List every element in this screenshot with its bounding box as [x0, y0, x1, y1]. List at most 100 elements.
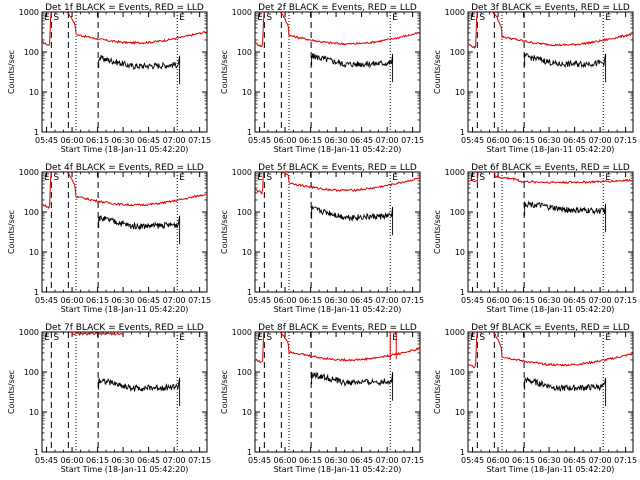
plot-frame — [467, 331, 634, 453]
x-tick-label: 07:00 — [376, 456, 399, 465]
event-marker-label: E — [605, 173, 611, 183]
y-tick-label: 100 — [450, 208, 465, 217]
detector-panel-1: Det 1f BLACK = Events, RED = LLD 1 10 100 10… — [7, 3, 211, 154]
x-tick-label: 05:45 — [461, 296, 484, 305]
y-tick-label: 1000 — [19, 8, 39, 17]
x-axis-label: Start Time (18-Jan-11 05:42:20) — [274, 465, 402, 474]
plot-frame — [41, 171, 208, 293]
x-tick-label: 05:45 — [248, 456, 271, 465]
y-tick-label: 1 — [460, 288, 465, 297]
plot-frame — [41, 331, 208, 453]
y-tick-label: 10 — [242, 248, 252, 257]
event-marker-label: E — [257, 173, 263, 183]
y-tick-label: 1 — [247, 448, 252, 457]
y-tick-label: 100 — [237, 368, 252, 377]
detector-panel-5: Det 5f BLACK = Events, RED = LLD 1 10 100 10… — [220, 163, 424, 314]
lld-series-line — [468, 172, 633, 185]
event-marker-label: E — [470, 333, 476, 343]
detector-panel-8: Det 8f BLACK = Events, RED = LLD 1 10 100 10… — [220, 323, 424, 474]
event-marker-label: E — [44, 333, 50, 343]
event-marker-label: E — [44, 13, 50, 23]
plot-frame — [467, 11, 634, 133]
events-series-line — [524, 52, 607, 83]
panel-title: Det 9f BLACK = Events, RED = LLD — [471, 323, 630, 333]
x-tick-label: 07:15 — [188, 296, 211, 305]
lld-series-line — [468, 332, 633, 369]
panel-title: Det 1f BLACK = Events, RED = LLD — [45, 3, 204, 13]
y-tick-label: 1000 — [232, 328, 252, 337]
event-marker-label: E — [470, 13, 476, 23]
x-axis-label: Start Time (18-Jan-11 05:42:20) — [487, 145, 615, 154]
y-axis-label: Counts/sec — [433, 50, 442, 94]
event-marker-label: E — [392, 13, 398, 23]
x-tick-label: 07:00 — [376, 296, 399, 305]
x-axis-label: Start Time (18-Jan-11 05:42:20) — [61, 305, 189, 314]
x-tick-label: 07:15 — [614, 136, 637, 145]
y-tick-label: 100 — [24, 48, 39, 57]
plot-frame — [254, 331, 421, 453]
y-axis-label: Counts/sec — [433, 210, 442, 254]
y-tick-label: 1 — [34, 448, 39, 457]
x-tick-label: 06:00 — [487, 456, 510, 465]
y-tick-label: 100 — [237, 208, 252, 217]
x-tick-label: 07:15 — [614, 456, 637, 465]
x-tick-label: 06:15 — [86, 296, 109, 305]
x-tick-label: 06:15 — [512, 296, 535, 305]
x-tick-label: 06:00 — [61, 136, 84, 145]
x-axis-label: Start Time (18-Jan-11 05:42:20) — [274, 145, 402, 154]
x-tick-label: 06:45 — [350, 296, 373, 305]
events-series-line — [311, 371, 394, 401]
x-tick-label: 06:30 — [538, 456, 561, 465]
panel-title: Det 6f BLACK = Events, RED = LLD — [471, 163, 630, 173]
y-tick-label: 1 — [34, 288, 39, 297]
x-tick-label: 06:30 — [112, 456, 135, 465]
x-tick-label: 05:45 — [35, 136, 58, 145]
y-tick-label: 100 — [450, 48, 465, 57]
x-tick-label: 06:45 — [350, 456, 373, 465]
event-marker-label: E — [392, 173, 398, 183]
x-tick-label: 05:45 — [461, 456, 484, 465]
y-axis-label: Counts/sec — [220, 50, 229, 94]
y-tick-label: 10 — [242, 88, 252, 97]
event-marker-label: E — [44, 173, 50, 183]
x-tick-label: 06:45 — [563, 296, 586, 305]
y-axis-label: Counts/sec — [220, 370, 229, 414]
events-series-line — [98, 54, 181, 85]
y-axis-label: Counts/sec — [7, 370, 16, 414]
y-axis-label: Counts/sec — [7, 210, 16, 254]
x-axis-label: Start Time (18-Jan-11 05:42:20) — [274, 305, 402, 314]
y-tick-label: 1 — [460, 448, 465, 457]
y-tick-label: 1 — [247, 288, 252, 297]
x-tick-label: 06:30 — [112, 136, 135, 145]
event-marker-label: S — [53, 13, 59, 23]
event-marker-label: S — [479, 333, 485, 343]
x-tick-label: 06:45 — [350, 136, 373, 145]
x-tick-label: 06:00 — [274, 456, 297, 465]
event-marker-label: E — [392, 333, 398, 343]
x-tick-label: 05:45 — [248, 296, 271, 305]
event-marker-label: S — [266, 13, 272, 23]
detector-panel-2: Det 2f BLACK = Events, RED = LLD 1 10 100 10… — [220, 3, 424, 154]
detector-panel-4: Det 4f BLACK = Events, RED = LLD 1 10 100 10… — [7, 163, 211, 314]
event-marker-label: E — [179, 333, 185, 343]
x-tick-label: 07:15 — [188, 456, 211, 465]
plot-frame — [254, 171, 421, 293]
lld-series-line — [255, 12, 420, 48]
event-marker-label: S — [266, 333, 272, 343]
x-axis-label: Start Time (18-Jan-11 05:42:20) — [61, 465, 189, 474]
x-tick-label: 05:45 — [461, 136, 484, 145]
x-tick-label: 07:15 — [401, 136, 424, 145]
lld-series-line — [255, 172, 420, 195]
y-tick-label: 1 — [247, 128, 252, 137]
x-tick-label: 06:30 — [325, 136, 348, 145]
event-marker-label: S — [266, 173, 272, 183]
event-marker-label: E — [257, 13, 263, 23]
x-tick-label: 07:15 — [401, 296, 424, 305]
x-tick-label: 06:45 — [137, 456, 160, 465]
y-tick-label: 100 — [450, 368, 465, 377]
x-tick-label: 06:00 — [61, 296, 84, 305]
event-marker-label: S — [479, 13, 485, 23]
panel-title: Det 5f BLACK = Events, RED = LLD — [258, 163, 417, 173]
y-tick-label: 1000 — [19, 328, 39, 337]
events-series-line — [98, 215, 181, 245]
